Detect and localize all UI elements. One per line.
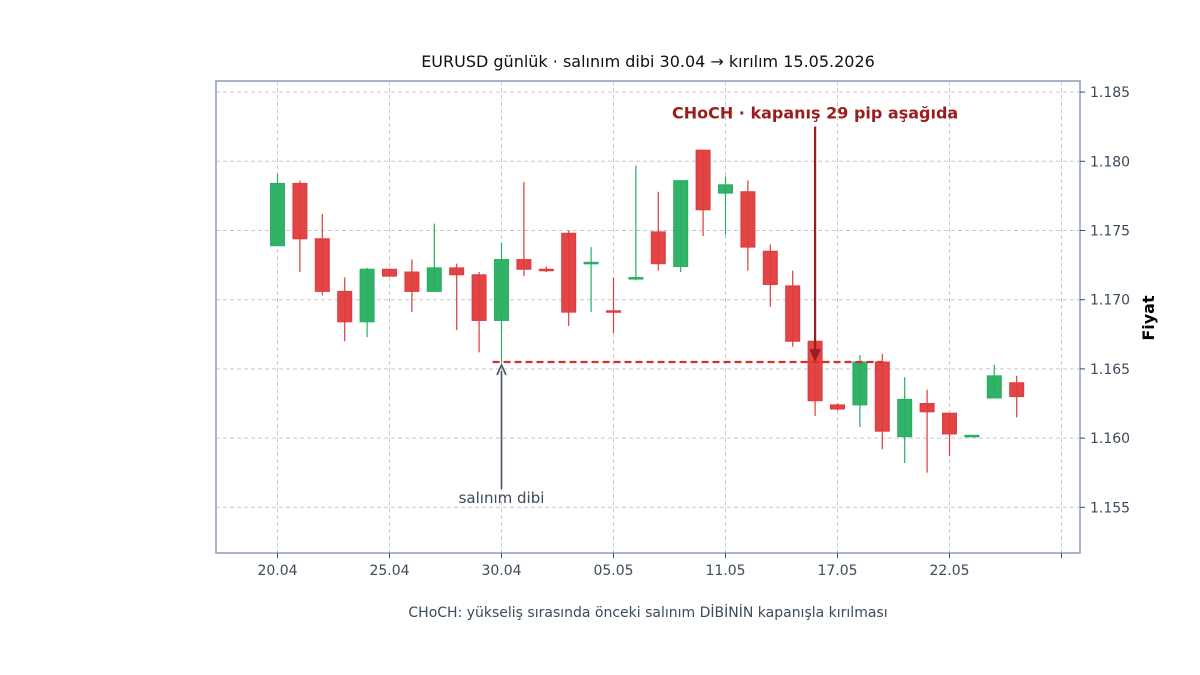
candle-body — [382, 268, 397, 277]
x-tick-label: 25.04 — [369, 563, 409, 579]
x-tick-label: 17.05 — [817, 563, 857, 579]
candle-body — [919, 403, 935, 413]
x-tick-label: 05.05 — [593, 563, 633, 579]
candle — [986, 364, 1002, 399]
candle-body — [337, 290, 353, 323]
y-tick-label: 1.155 — [1090, 500, 1130, 516]
candle — [785, 270, 801, 347]
chart-caption: CHoCH: yükseliş sırasında önceki salınım… — [408, 603, 887, 621]
candle-body — [426, 267, 442, 292]
swing-low-label: salınım dibi — [459, 489, 545, 507]
candle — [449, 263, 465, 331]
candle — [471, 272, 487, 353]
candle-body — [538, 268, 554, 272]
candle-body — [292, 182, 308, 240]
candle — [830, 403, 845, 411]
candle — [897, 377, 913, 464]
candle-body — [874, 361, 890, 432]
candle — [740, 180, 756, 271]
candle-body — [516, 259, 532, 270]
candle-body — [897, 398, 913, 438]
plot-frame — [215, 80, 1081, 554]
y-axis: 1.155 1.160 1.165 1.170 1.175 1.180 1.185 — [1080, 85, 1130, 516]
y-tick-label: 1.160 — [1090, 431, 1130, 447]
x-tick-label: 20.04 — [257, 563, 297, 579]
candle — [404, 259, 420, 313]
choch-arrow-head — [809, 349, 821, 362]
candle-body — [606, 310, 621, 313]
candle — [673, 180, 689, 273]
candle-body — [270, 182, 285, 247]
candle — [718, 176, 733, 235]
candle — [606, 277, 621, 333]
x-axis: 20.04 25.04 30.04 05.05 11.05 17.05 22.05 — [257, 553, 1062, 579]
y-tick-label: 1.175 — [1090, 223, 1130, 239]
candle-body — [561, 232, 577, 313]
candle-body — [762, 250, 778, 285]
candle — [762, 244, 778, 307]
candle — [494, 242, 509, 362]
candle-body — [852, 361, 868, 406]
candle — [426, 223, 442, 292]
candle — [270, 173, 285, 247]
candle-body — [449, 267, 465, 276]
candle-body — [650, 231, 666, 265]
candle — [852, 355, 868, 428]
candle — [516, 182, 532, 277]
candle — [359, 267, 375, 338]
candle — [292, 180, 308, 273]
candle — [382, 268, 397, 277]
choch-label: CHoCH · kapanış 29 pip aşağıda — [672, 103, 958, 122]
candle — [314, 213, 330, 296]
candle-body — [583, 261, 599, 265]
candle — [1009, 375, 1025, 418]
candle — [583, 247, 599, 313]
candles — [270, 149, 1025, 473]
candle — [538, 266, 554, 273]
candle-body — [964, 434, 980, 438]
x-tick-label: 11.05 — [705, 563, 745, 579]
y-tick-label: 1.165 — [1090, 362, 1130, 378]
candle — [337, 277, 353, 342]
candle-body — [359, 268, 375, 323]
candle — [628, 165, 644, 281]
candle — [650, 191, 666, 271]
candle-body — [740, 191, 756, 248]
y-tick-label: 1.185 — [1090, 85, 1130, 101]
candle-body — [695, 149, 711, 211]
candle-body — [785, 285, 801, 342]
annotations: salınım dibi CHoCH · kapanış 29 pip aşağı… — [459, 103, 959, 507]
chart-title: EURUSD günlük · salınım dibi 30.04 → kır… — [421, 52, 875, 71]
candle-body — [986, 375, 1002, 399]
candle-body — [404, 271, 420, 292]
y-axis-label: Fiyat — [1139, 295, 1158, 341]
candle-body — [628, 277, 644, 280]
candle — [919, 389, 935, 473]
candle-body — [830, 404, 845, 410]
y-tick-label: 1.170 — [1090, 293, 1130, 309]
candle-body — [494, 259, 509, 321]
candle-body — [471, 274, 487, 321]
candle — [964, 434, 980, 438]
candle — [942, 412, 957, 457]
x-tick-label: 22.05 — [929, 563, 969, 579]
x-tick-label: 30.04 — [481, 563, 521, 579]
candle-body — [1009, 382, 1025, 398]
candle — [695, 149, 711, 237]
y-tick-label: 1.180 — [1090, 154, 1130, 170]
candle-body — [942, 412, 957, 435]
candle-body — [673, 180, 689, 267]
swing-low-arrow-head — [496, 363, 507, 376]
candle-body — [718, 184, 733, 194]
candle — [561, 230, 577, 326]
candle-body — [314, 238, 330, 292]
candle — [874, 353, 890, 450]
